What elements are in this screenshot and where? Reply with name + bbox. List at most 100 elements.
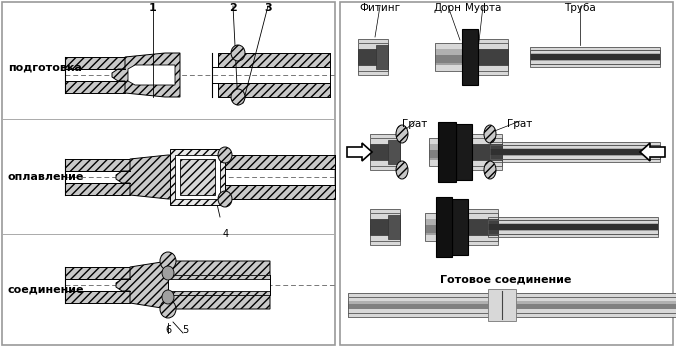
Bar	[65, 81, 125, 93]
Text: Грат: Грат	[402, 119, 428, 129]
Bar	[358, 43, 388, 49]
Ellipse shape	[218, 147, 232, 163]
Bar	[358, 67, 388, 75]
FancyArrow shape	[640, 143, 665, 161]
Text: 2: 2	[229, 3, 237, 13]
Bar	[348, 301, 676, 304]
Bar	[370, 219, 400, 226]
Bar	[168, 275, 270, 295]
Bar	[468, 209, 498, 245]
Polygon shape	[116, 155, 180, 199]
Bar	[225, 185, 335, 199]
Bar	[358, 39, 388, 47]
Text: 1: 1	[149, 3, 157, 13]
Bar	[168, 291, 270, 295]
Bar	[370, 209, 400, 245]
Bar	[490, 158, 660, 162]
Bar	[488, 220, 658, 234]
Bar	[478, 39, 508, 75]
Bar	[225, 155, 335, 169]
Bar	[370, 226, 400, 233]
Ellipse shape	[396, 161, 408, 179]
Bar	[370, 138, 400, 166]
Bar	[358, 39, 388, 75]
Bar	[478, 43, 508, 71]
Bar	[370, 213, 400, 241]
Bar	[488, 231, 658, 234]
Bar	[348, 297, 676, 313]
Bar	[370, 144, 400, 160]
Bar	[370, 134, 400, 142]
Bar	[468, 213, 498, 219]
Bar	[429, 144, 464, 151]
Bar	[478, 47, 508, 55]
Bar	[388, 140, 400, 164]
Text: 5: 5	[182, 325, 188, 335]
Bar	[340, 2, 673, 345]
Bar	[488, 226, 658, 231]
Bar	[370, 160, 400, 166]
Bar	[478, 49, 508, 56]
Bar	[348, 310, 676, 313]
Polygon shape	[116, 261, 270, 309]
Bar	[488, 220, 658, 223]
Bar	[468, 225, 498, 235]
Bar	[429, 158, 464, 160]
Bar	[170, 149, 225, 205]
Bar	[348, 304, 676, 308]
Polygon shape	[112, 53, 180, 97]
Bar	[488, 232, 658, 237]
Bar	[358, 55, 388, 65]
Text: 6: 6	[165, 325, 171, 335]
Bar	[472, 138, 502, 166]
Bar	[358, 65, 388, 71]
Bar	[468, 209, 498, 217]
Bar	[370, 150, 400, 160]
Bar	[456, 124, 472, 180]
Bar	[348, 293, 676, 317]
Bar	[472, 162, 502, 170]
Bar	[370, 209, 400, 217]
Ellipse shape	[231, 45, 245, 61]
Ellipse shape	[396, 125, 408, 143]
Text: соединение: соединение	[8, 285, 84, 295]
Bar	[472, 134, 502, 170]
Bar	[468, 235, 498, 237]
Ellipse shape	[218, 191, 232, 207]
Bar	[530, 62, 660, 67]
Bar	[65, 291, 130, 303]
Bar	[425, 235, 460, 241]
Bar	[488, 220, 658, 234]
Bar	[358, 65, 388, 67]
Bar	[218, 83, 330, 97]
Bar	[348, 293, 676, 298]
Bar	[370, 160, 400, 162]
Bar	[376, 45, 388, 69]
Bar	[530, 56, 660, 61]
Bar	[488, 224, 658, 230]
Bar	[530, 50, 660, 64]
Bar	[370, 162, 400, 170]
Bar	[425, 219, 460, 226]
Bar	[462, 29, 478, 85]
Ellipse shape	[160, 252, 176, 270]
Bar	[425, 233, 460, 235]
Bar	[435, 65, 470, 71]
Bar	[425, 226, 460, 233]
Bar	[478, 55, 508, 65]
Bar	[472, 144, 502, 151]
Bar	[358, 49, 388, 56]
Bar	[488, 217, 658, 221]
Bar	[348, 310, 676, 312]
Bar	[530, 51, 660, 56]
Bar	[490, 155, 660, 156]
Bar	[488, 226, 658, 230]
Bar	[425, 213, 460, 241]
Bar	[429, 138, 464, 166]
Bar	[530, 56, 660, 60]
Bar	[358, 49, 388, 65]
Bar	[530, 53, 660, 56]
Bar	[490, 146, 660, 151]
Ellipse shape	[484, 161, 496, 179]
Bar	[435, 56, 470, 63]
